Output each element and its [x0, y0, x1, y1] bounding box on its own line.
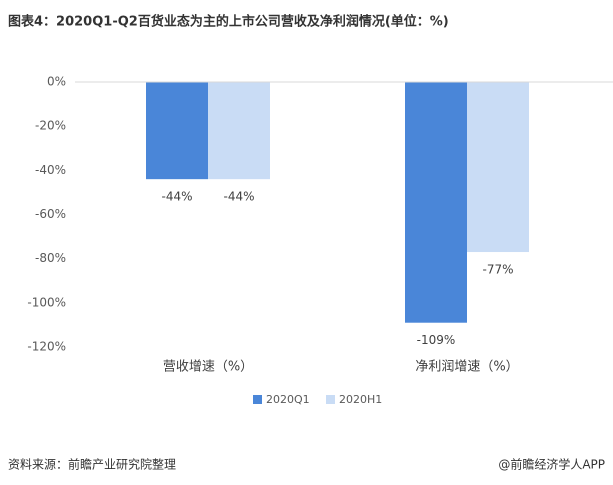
y-tick-label: -60%	[35, 207, 66, 221]
source: 资料来源：前瞻产业研究院整理	[8, 457, 176, 472]
y-tick-label: -120%	[27, 340, 66, 354]
value-label: -44%	[223, 190, 254, 204]
y-tick-label: -100%	[27, 295, 66, 309]
bar	[208, 82, 270, 180]
chart-title: 图表4：2020Q1-Q2百货业态为主的上市公司营收及净利润情况(单位：%)	[8, 14, 449, 30]
bar	[146, 82, 208, 180]
legend-label: 2020H1	[339, 393, 382, 406]
value-label: -44%	[161, 190, 192, 204]
bar	[405, 82, 467, 323]
x-tick-label: 净利润增速（%）	[415, 360, 518, 375]
value-label: -77%	[482, 263, 513, 277]
value-label: -109%	[417, 333, 456, 347]
y-tick-label: -40%	[35, 163, 66, 177]
y-tick-label: 0%	[47, 75, 66, 89]
y-tick-label: -80%	[35, 251, 66, 265]
legend-swatch	[253, 395, 262, 404]
x-tick-label: 营收增速（%）	[163, 360, 253, 375]
y-tick-label: -20%	[35, 119, 66, 133]
bar	[467, 82, 529, 253]
legend-label: 2020Q1	[266, 393, 310, 406]
credit: @前瞻经济学人APP	[498, 457, 605, 472]
legend-swatch	[326, 395, 335, 404]
